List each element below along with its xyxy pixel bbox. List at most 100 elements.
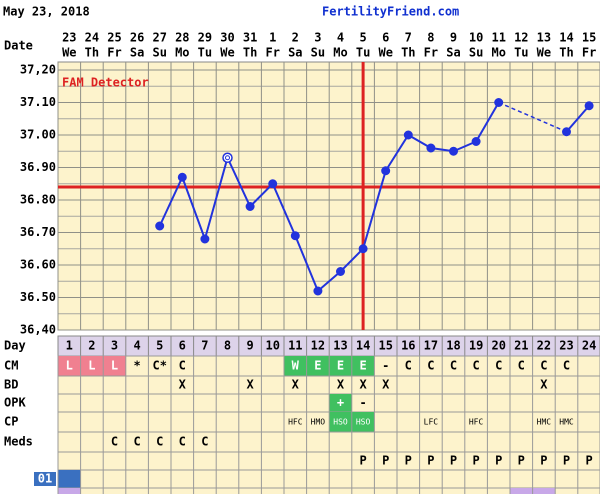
cell-text: - [382, 359, 389, 373]
cell-text: C [133, 435, 140, 449]
cell-highlight [284, 356, 307, 376]
day-number: 6 [179, 339, 186, 353]
temp-point [200, 234, 210, 244]
date-label: 23 [62, 31, 76, 45]
cell-highlight [80, 356, 104, 376]
weekday-label: Tu [514, 46, 528, 60]
day-number: 22 [537, 339, 551, 353]
date-label: 13 [537, 31, 551, 45]
cell-highlight [351, 356, 375, 376]
day-number: 16 [401, 339, 415, 353]
day-number: 21 [514, 339, 528, 353]
date-label: 1 [269, 31, 276, 45]
weekday-label: Th [401, 46, 415, 60]
cell-text: P [540, 454, 547, 468]
cell-highlight [329, 394, 352, 412]
temp-line [565, 105, 590, 133]
cell-text: E [359, 359, 366, 373]
cell-highlight [510, 488, 533, 494]
weekday-label: Th [243, 46, 257, 60]
y-tick-label: 37.10 [20, 95, 56, 109]
weekday-label: Fr [265, 46, 279, 60]
day-number: 3 [111, 339, 118, 353]
temp-point [358, 244, 368, 254]
cell-text: HFC [469, 418, 484, 427]
row-label-bg [34, 472, 56, 486]
cell-text: P [359, 454, 366, 468]
cell-text: C [111, 435, 118, 449]
temp-point [494, 98, 504, 107]
row-label: 01 [38, 472, 52, 486]
weekday-label: Th [85, 46, 99, 60]
temp-point [313, 286, 323, 296]
cell-text: C [201, 435, 208, 449]
weekday-label: We [62, 46, 76, 60]
weekday-label: Mo [333, 46, 347, 60]
day-number: 13 [333, 339, 347, 353]
date-label: 7 [405, 31, 412, 45]
cell-text: L [88, 359, 95, 373]
y-tick-label: 36.90 [20, 160, 56, 174]
cell-text: C [563, 359, 570, 373]
date-label: 11 [491, 31, 505, 45]
day-number: 24 [582, 339, 596, 353]
date-label: 30 [220, 31, 234, 45]
site-name[interactable]: FertilityFriend.com [322, 5, 459, 19]
date-label: 9 [450, 31, 457, 45]
temp-point [177, 172, 187, 182]
weekday-label: Sa [288, 46, 302, 60]
cell-highlight [329, 356, 352, 376]
weekday-label: Su [469, 46, 483, 60]
y-tick-label: 37.00 [20, 128, 56, 142]
weekday-label: Su [311, 46, 325, 60]
cell-text: - [359, 396, 366, 410]
row-label: Meds [4, 435, 33, 449]
date-label: 10 [469, 31, 483, 45]
cell-text: P [563, 454, 570, 468]
cell-text: P [427, 454, 434, 468]
y-tick-label: 37,20 [20, 63, 56, 77]
temp-point [562, 127, 571, 137]
weekday-label: Mo [175, 46, 189, 60]
day-number: 18 [446, 339, 460, 353]
temp-point [471, 137, 481, 146]
cell-text: HSO [333, 418, 348, 427]
gap-line [498, 101, 567, 133]
day-number: 15 [378, 339, 392, 353]
chart-date: May 23, 2018 [3, 5, 90, 19]
day-number: 14 [356, 339, 370, 353]
date-label: 24 [85, 31, 99, 45]
weekday-label: Tu [356, 46, 370, 60]
cell-text: C [179, 359, 186, 373]
weekday-label: Mo [491, 46, 505, 60]
day-number: 8 [224, 339, 231, 353]
cell-text: X [246, 378, 254, 392]
cell-highlight [351, 412, 375, 432]
weekday-label: Th [559, 46, 573, 60]
y-tick-label: 36.70 [20, 225, 56, 239]
cell-text: L [66, 359, 73, 373]
cell-text: + [337, 396, 344, 410]
cell-text: HMC [537, 418, 552, 427]
temp-point [449, 146, 458, 156]
annotation: FAM Detector [62, 76, 149, 90]
day-number: 1 [66, 339, 73, 353]
date-label: 2 [292, 31, 299, 45]
date-label: 14 [559, 31, 573, 45]
date-label: 31 [243, 31, 257, 45]
date-label: 25 [107, 31, 121, 45]
cell-text: C [427, 359, 434, 373]
temp-point [290, 231, 300, 241]
cell-text: HSO [356, 418, 371, 427]
weekday-label: We [378, 46, 392, 60]
temp-point-open [222, 152, 233, 163]
cell-text: P [495, 454, 502, 468]
temp-line [158, 101, 500, 293]
row-label: Day [4, 339, 26, 353]
weekday-label: Fr [582, 46, 596, 60]
cell-text: W [292, 359, 300, 373]
day-number: 11 [288, 339, 302, 353]
cell-text: C* [152, 359, 166, 373]
temp-point [426, 143, 436, 153]
weekday-label: Tu [198, 46, 212, 60]
